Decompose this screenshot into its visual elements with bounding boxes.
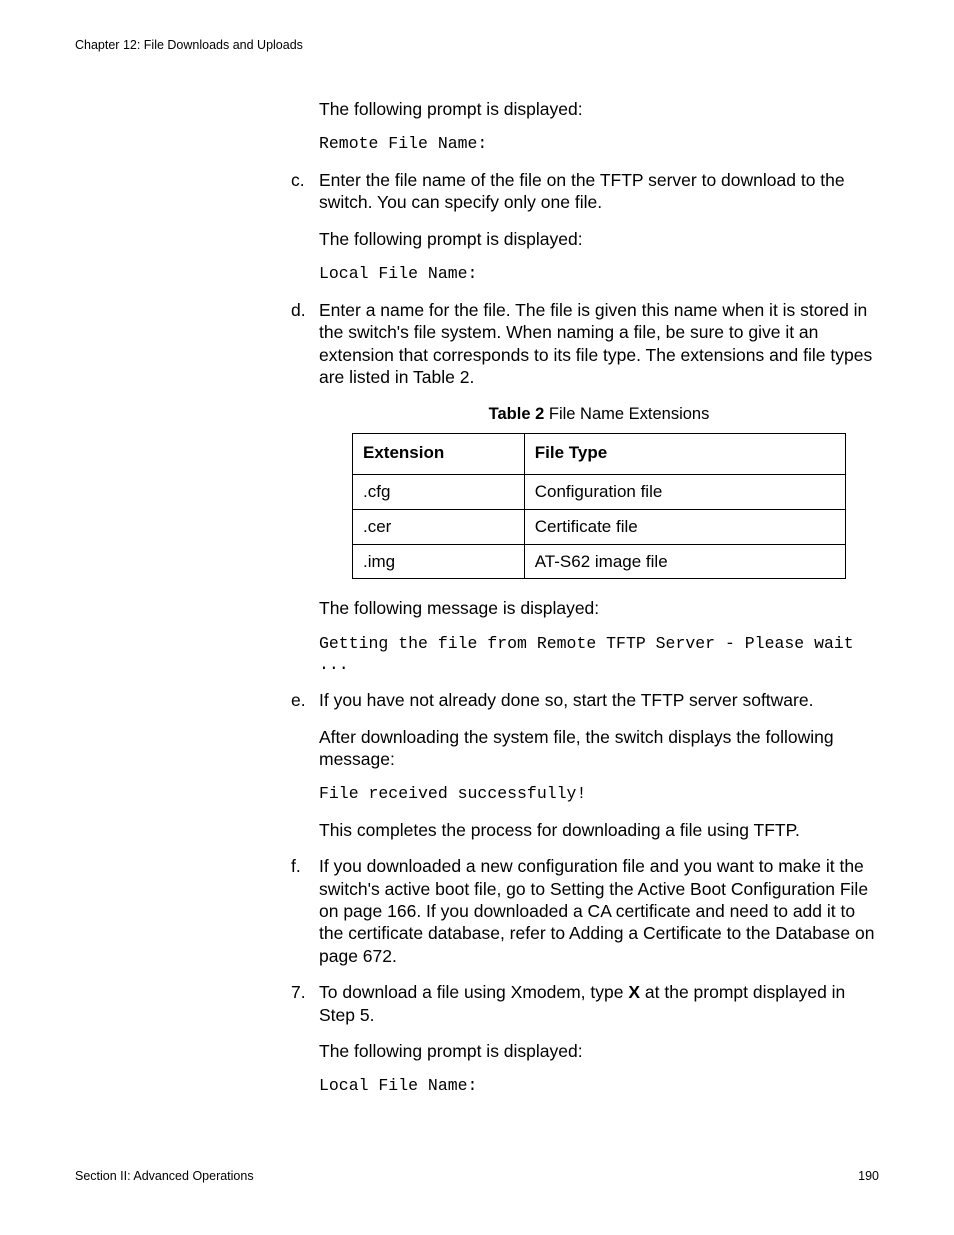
step-marker: d. — [291, 299, 319, 389]
content-block: The following prompt is displayed: Remot… — [319, 98, 879, 155]
getting-file-msg: Getting the file from Remote TFTP Server… — [319, 634, 879, 675]
step-e-complete: This completes the process for downloadi… — [319, 819, 879, 841]
step-f: f. If you downloaded a new configuration… — [291, 855, 879, 967]
step-marker: e. — [291, 689, 319, 841]
step-marker: c. — [291, 169, 319, 285]
local-file-name-prompt: Local File Name: — [319, 264, 879, 285]
table-caption-bold: Table 2 — [489, 405, 545, 423]
step-body: Enter the file name of the file on the T… — [319, 169, 879, 285]
col-extension-header: Extension — [353, 434, 525, 475]
list-item: d. Enter a name for the file. The file i… — [291, 299, 879, 389]
table-row: .img AT-S62 image file — [353, 544, 846, 579]
list-item: e. If you have not already done so, star… — [291, 689, 879, 841]
step-e: e. If you have not already done so, star… — [291, 689, 879, 841]
cell-type: Configuration file — [524, 475, 845, 510]
intro-prompt-text: The following prompt is displayed: — [319, 98, 879, 120]
page-footer: Section II: Advanced Operations 190 — [75, 1169, 879, 1183]
col-filetype-header: File Type — [524, 434, 845, 475]
step7-pre: To download a file using Xmodem, type — [319, 982, 628, 1002]
step-7: 7. To download a file using Xmodem, type… — [291, 981, 879, 1026]
page: Chapter 12: File Downloads and Uploads T… — [0, 0, 954, 1235]
step-marker: 7. — [291, 981, 319, 1026]
list-item: f. If you downloaded a new configuration… — [291, 855, 879, 967]
cell-type: AT-S62 image file — [524, 544, 845, 579]
step-marker: f. — [291, 855, 319, 967]
step7-local-file-name: Local File Name: — [319, 1076, 879, 1097]
table-caption-rest: File Name Extensions — [544, 405, 709, 423]
step-body: If you downloaded a new configuration fi… — [319, 855, 879, 967]
footer-section: Section II: Advanced Operations — [75, 1169, 254, 1183]
step7-prompt: The following prompt is displayed: — [319, 1040, 879, 1062]
file-received-msg: File received successfully! — [319, 784, 879, 805]
step-d: d. Enter a name for the file. The file i… — [291, 299, 879, 389]
msg-displayed: The following message is displayed: — [319, 597, 879, 619]
step-body: Enter a name for the file. The file is g… — [319, 299, 879, 389]
table-row: .cfg Configuration file — [353, 475, 846, 510]
cell-ext: .cer — [353, 509, 525, 544]
cell-type: Certificate file — [524, 509, 845, 544]
step-e-text: If you have not already done so, start t… — [319, 689, 879, 711]
footer-page-number: 190 — [858, 1169, 879, 1183]
cell-ext: .cfg — [353, 475, 525, 510]
step-e-after: After downloading the system file, the s… — [319, 726, 879, 771]
step7-inner: The following prompt is displayed: Local… — [319, 1040, 879, 1097]
cell-ext: .img — [353, 544, 525, 579]
extensions-table: Extension File Type .cfg Configuration f… — [352, 433, 846, 579]
table-region: Table 2 File Name Extensions Extension F… — [319, 404, 879, 675]
table-row: .cer Certificate file — [353, 509, 846, 544]
step-c-text: Enter the file name of the file on the T… — [319, 169, 879, 214]
list-item: c. Enter the file name of the file on th… — [291, 169, 879, 285]
running-header: Chapter 12: File Downloads and Uploads — [75, 38, 879, 52]
remote-file-name-prompt: Remote File Name: — [319, 134, 879, 155]
step-d-text: Enter a name for the file. The file is g… — [319, 299, 879, 389]
step-body: If you have not already done so, start t… — [319, 689, 879, 841]
step-f-text: If you downloaded a new configuration fi… — [319, 855, 879, 967]
step-body: To download a file using Xmodem, type X … — [319, 981, 879, 1026]
step7-bold: X — [628, 982, 640, 1002]
table-caption: Table 2 File Name Extensions — [319, 404, 879, 425]
step-c-prompt: The following prompt is displayed: — [319, 228, 879, 250]
table-header-row: Extension File Type — [353, 434, 846, 475]
step-c: c. Enter the file name of the file on th… — [291, 169, 879, 285]
